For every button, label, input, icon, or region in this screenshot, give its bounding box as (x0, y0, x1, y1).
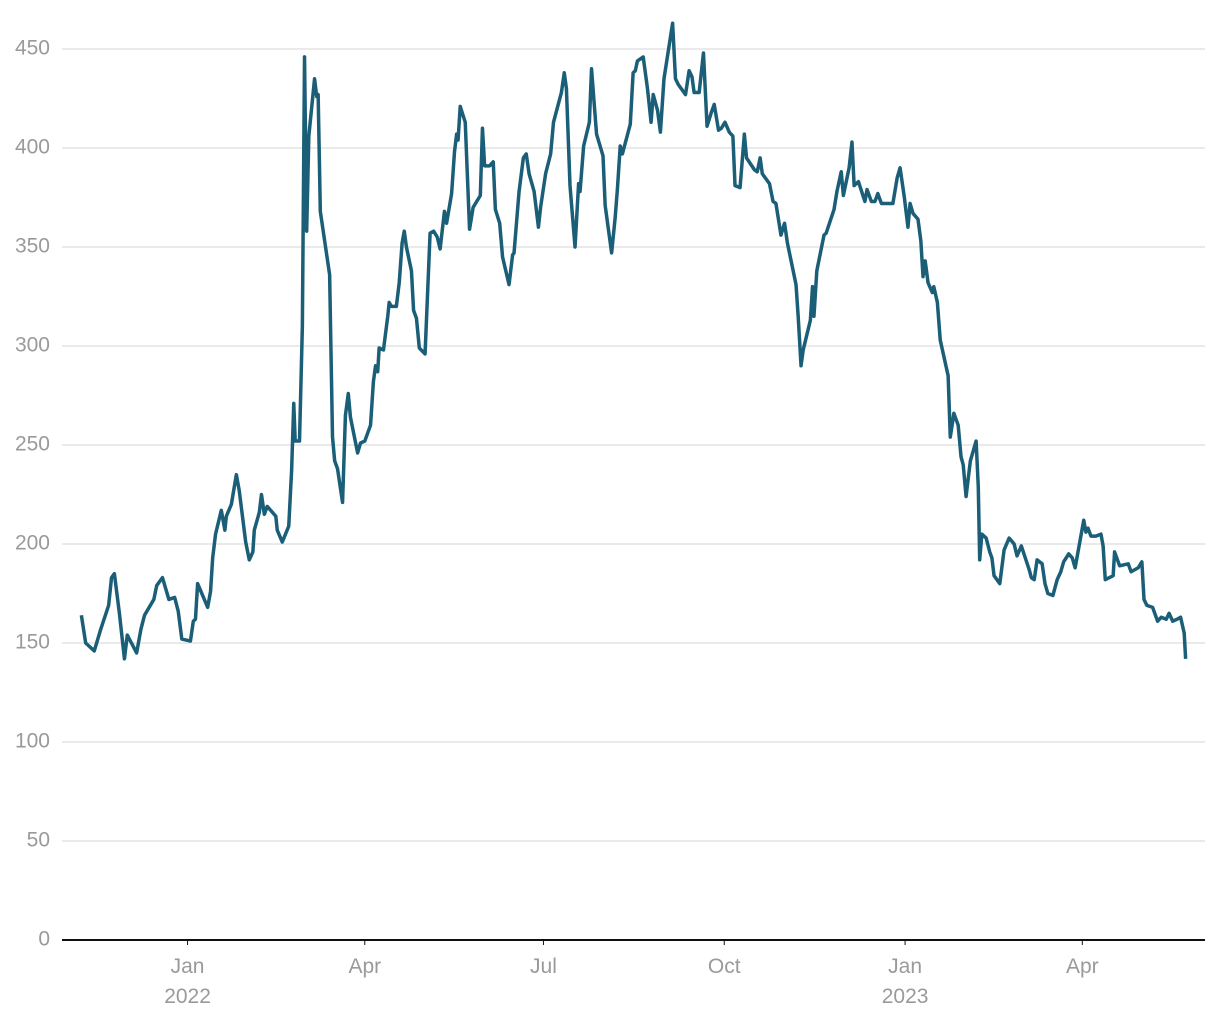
y-tick-label: 400 (15, 136, 50, 159)
x-tick-label-line: 2022 (164, 985, 211, 1008)
y-tick-label: 200 (15, 532, 50, 555)
x-tick-label-line: Apr (1066, 955, 1099, 978)
x-tick-label-line: 2023 (882, 985, 929, 1008)
y-tick-label: 350 (15, 235, 50, 258)
y-tick-label: 0 (38, 928, 50, 951)
y-tick-label: 300 (15, 334, 50, 357)
x-tick-label: Jan 2022 (164, 955, 211, 1008)
x-tick-label: Apr (348, 955, 381, 978)
y-tick-label: 450 (15, 37, 50, 60)
x-tick-label-line: Jan (888, 955, 922, 978)
x-tick-label-line: Oct (708, 955, 741, 978)
x-tick-label: Apr (1066, 955, 1099, 978)
y-tick-label: 150 (15, 631, 50, 654)
y-tick-label: 50 (27, 829, 50, 852)
data-line (79, 21, 1188, 661)
x-tick-label-line: Jan (171, 955, 205, 978)
y-tick-label: 250 (15, 433, 50, 456)
x-tick-label-line: Jul (530, 955, 557, 978)
x-tick-label-line: Apr (348, 955, 381, 978)
x-tick-label: Jan 2023 (882, 955, 929, 1008)
x-tick-label: Jul (530, 955, 557, 978)
y-tick-label: 100 (15, 730, 50, 753)
x-tick-label: Oct (708, 955, 741, 978)
